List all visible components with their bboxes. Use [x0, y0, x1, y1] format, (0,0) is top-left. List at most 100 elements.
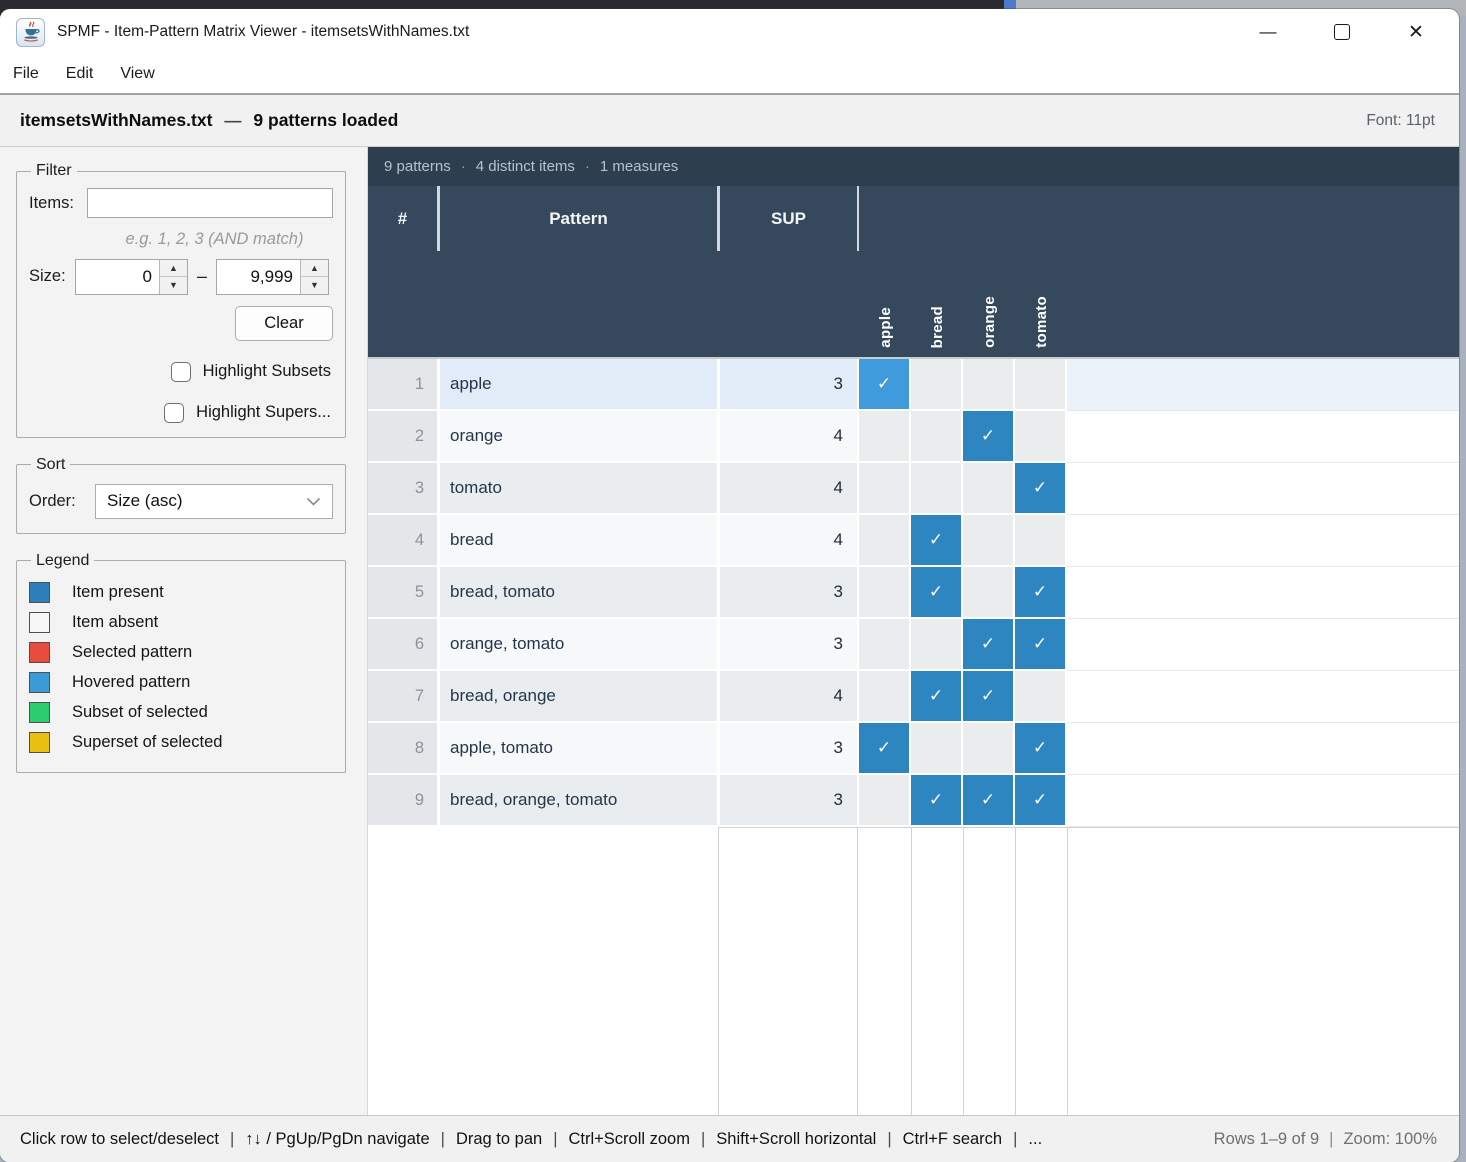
pattern-row[interactable]: 7 bread, orange 4 ✓ ✓: [368, 671, 1459, 723]
main-content: Filter Items: e.g. 1, 2, 3 (AND match) S…: [0, 147, 1459, 1115]
legend-swatch: [29, 582, 50, 604]
pattern-row[interactable]: 3 tomato 4 ✓: [368, 463, 1459, 515]
matrix-cell-apple-present: ✓: [859, 723, 911, 775]
chevron-down-icon: [306, 497, 321, 506]
item-column-header-orange: orange: [963, 251, 1015, 357]
menu-edit[interactable]: Edit: [65, 65, 94, 82]
matrix-cell-orange-present: ✓: [963, 671, 1015, 723]
spinner-up-icon[interactable]: ▲: [160, 260, 187, 278]
row-filler: [1067, 411, 1459, 463]
matrix-cell-apple-absent: [859, 671, 911, 723]
column-separator: [717, 671, 720, 723]
pattern-cell: bread, orange, tomato: [440, 775, 717, 827]
status-hint: Ctrl+Scroll zoom: [568, 1129, 690, 1148]
check-icon: ✓: [928, 530, 944, 549]
spinner-down-icon[interactable]: ▼: [310, 280, 319, 291]
column-separator: [857, 515, 859, 567]
maximize-icon: [1334, 24, 1350, 40]
pattern-matrix-table: 9 patterns · 4 distinct items · 1 measures #…: [368, 147, 1459, 1115]
highlight-supersets-label: Highlight Supers...: [196, 403, 331, 422]
check-icon: ✓: [928, 686, 944, 705]
pattern-row[interactable]: 4 bread 4 ✓: [368, 515, 1459, 567]
menu-view[interactable]: View: [120, 65, 155, 82]
matrix-cell-tomato-absent: [1015, 411, 1067, 463]
pattern-row[interactable]: 9 bread, orange, tomato 3 ✓ ✓ ✓: [368, 775, 1459, 827]
column-separator: [857, 411, 859, 463]
highlight-subsets-checkbox[interactable]: [170, 361, 191, 382]
check-icon: ✓: [1032, 478, 1048, 497]
legend-swatch: [29, 672, 50, 694]
grid-line: [857, 827, 858, 1115]
column-separator: [437, 723, 440, 775]
status-hint: Click row to select/deselect: [20, 1129, 219, 1148]
table-empty-area: [368, 827, 1459, 1115]
pattern-cell: bread: [440, 515, 717, 567]
check-icon: ✓: [928, 582, 944, 601]
matrix-cell-apple-absent: [859, 411, 911, 463]
pattern-row[interactable]: 5 bread, tomato 3 ✓ ✓: [368, 567, 1459, 619]
matrix-cell-bread-absent: [911, 359, 963, 411]
legend-swatch: [29, 612, 50, 634]
sort-order-select[interactable]: Size (asc): [95, 483, 333, 519]
matrix-cell-apple-absent: [859, 619, 911, 671]
pattern-cell: orange: [440, 411, 717, 463]
size-max-spinner: 9,999 ▲ ▼: [216, 258, 330, 295]
column-header-sup: SUP: [771, 208, 806, 228]
column-separator: [437, 186, 440, 252]
size-max-value[interactable]: 9,999: [250, 266, 294, 286]
matrix-cell-bread-absent: [911, 619, 963, 671]
column-separator: [717, 186, 720, 252]
row-filler: [1067, 723, 1459, 775]
item-column-header-tomato: tomato: [1015, 251, 1067, 357]
highlight-supersets-checkbox[interactable]: [164, 402, 185, 423]
legend-panel: Legend Item present Item absent Selected p…: [16, 551, 346, 773]
matrix-cell-tomato-present: ✓: [1015, 775, 1067, 827]
menu-file[interactable]: File: [13, 65, 39, 82]
size-label: Size:: [29, 267, 66, 286]
title-bar: SPMF - Item-Pattern Matrix Viewer - item…: [0, 9, 1459, 55]
status-separator: |: [700, 1129, 706, 1148]
support-cell: 3: [720, 723, 857, 775]
matrix-cell-tomato-absent: [1015, 671, 1067, 723]
column-separator: [857, 619, 859, 671]
row-index-cell: 2: [368, 411, 437, 463]
column-separator: [717, 359, 720, 411]
column-separator: [857, 567, 859, 619]
check-icon: ✓: [980, 686, 996, 705]
matrix-cell-bread-absent: [911, 723, 963, 775]
check-icon: ✓: [928, 790, 944, 809]
pattern-row[interactable]: 1 apple 3 ✓: [368, 359, 1459, 411]
patterns-loaded-label: 9 patterns loaded: [253, 110, 399, 130]
status-hint: ↑↓ / PgUp/PgDn navigate: [245, 1129, 430, 1148]
highlight-subsets-label: Highlight Subsets: [202, 362, 331, 381]
row-index-cell: 6: [368, 619, 437, 671]
pattern-row[interactable]: 8 apple, tomato 3 ✓ ✓: [368, 723, 1459, 775]
sort-panel-title: Sort: [36, 455, 66, 473]
row-filler: [1067, 463, 1459, 515]
status-separator: |: [1013, 1129, 1018, 1148]
matrix-info-part: 9 patterns: [384, 158, 451, 175]
filter-panel: Filter Items: e.g. 1, 2, 3 (AND match) S…: [16, 162, 346, 438]
pattern-row[interactable]: 6 orange, tomato 3 ✓ ✓: [368, 619, 1459, 671]
grid-line: [911, 827, 912, 1115]
pattern-row[interactable]: 2 orange 4 ✓: [368, 411, 1459, 463]
matrix-cell-orange-present: ✓: [963, 619, 1015, 671]
status-hints: Click row to select/deselect | ↑↓ / PgUp/P…: [20, 1130, 1042, 1149]
row-index-cell: 3: [368, 463, 437, 515]
legend-entry: Item absent: [29, 608, 333, 638]
minimize-button[interactable]: —: [1259, 22, 1277, 41]
spinner-down-icon[interactable]: ▼: [169, 280, 178, 291]
items-filter-input[interactable]: [87, 188, 333, 218]
close-button[interactable]: ✕: [1408, 21, 1424, 43]
size-min-value[interactable]: 0: [142, 266, 152, 286]
pattern-cell: tomato: [440, 463, 717, 515]
legend-swatch: [29, 642, 50, 664]
status-right: Rows 1–9 of 9 | Zoom: 100%: [1214, 1130, 1437, 1149]
app-window: SPMF - Item-Pattern Matrix Viewer - item…: [0, 9, 1459, 1162]
clear-filter-button[interactable]: Clear: [235, 305, 333, 341]
maximize-button[interactable]: [1305, 9, 1379, 55]
spinner-up-icon[interactable]: ▲: [301, 260, 329, 278]
matrix-cell-tomato-present: ✓: [1015, 463, 1067, 515]
matrix-cell-bread-present: ✓: [911, 671, 963, 723]
column-separator: [717, 463, 720, 515]
